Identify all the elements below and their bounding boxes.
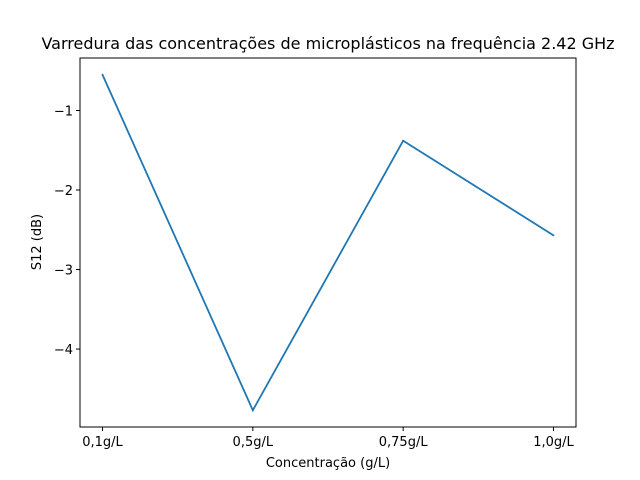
y-tick-label: −2 xyxy=(54,184,73,199)
y-tick-label: −4 xyxy=(54,343,73,358)
data-point xyxy=(251,409,254,412)
x-tick-label: 1,0g/L xyxy=(533,435,574,450)
plot-area xyxy=(101,73,555,413)
data-point xyxy=(402,139,405,142)
x-tick-label: 0,75g/L xyxy=(379,435,429,450)
y-axis-label: S12 (dB) xyxy=(30,214,45,270)
plot-frame xyxy=(79,57,577,428)
y-tick-label: −3 xyxy=(54,264,73,279)
series-line xyxy=(101,74,554,413)
y-tick-label: −1 xyxy=(54,104,73,119)
chart-title: Varredura das concentrações de microplás… xyxy=(41,34,614,53)
x-axis-label: Concentração (g/L) xyxy=(266,456,390,471)
x-tick-label: 0,5g/L xyxy=(233,435,274,450)
x-tick-label: 0,1g/L xyxy=(82,435,123,450)
data-point xyxy=(101,73,104,76)
data-point xyxy=(552,234,555,237)
